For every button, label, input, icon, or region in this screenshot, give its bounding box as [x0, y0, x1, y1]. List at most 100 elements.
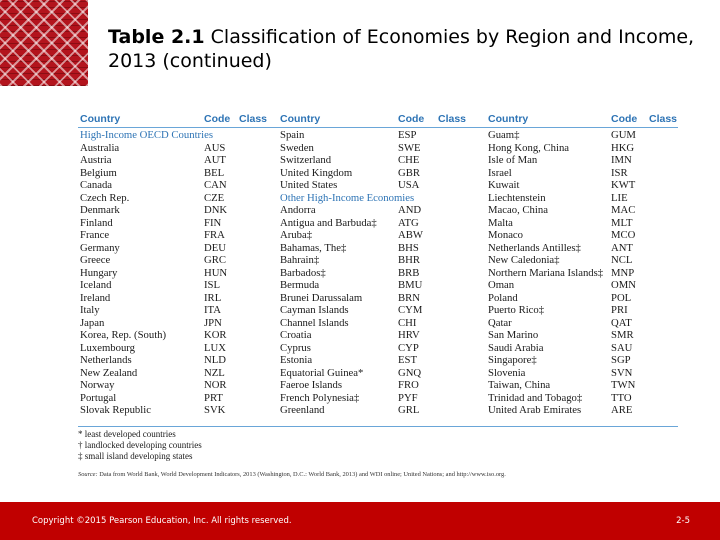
group-heading-label: High-Income OECD Countries [80, 129, 213, 141]
table-row: Finland FIN [78, 217, 278, 230]
table-number: Table 2.1 [108, 26, 205, 48]
country-code: ISL [204, 279, 221, 291]
country-name: Channel Islands [280, 316, 349, 329]
country-name: United Kingdom [280, 166, 353, 179]
source-note: Source: Data from World Bank, World Deve… [78, 470, 678, 479]
country-code: CZE [204, 191, 225, 204]
country-name: Germany [80, 241, 120, 254]
group-heading: Other High-Income Economies [78, 192, 486, 205]
table-row: Guam‡ GUM [78, 129, 678, 142]
country-name: Estonia [280, 354, 313, 366]
country-code: BHR [398, 254, 420, 266]
country-code: CYP [398, 341, 419, 354]
country-name: Canada [80, 179, 113, 191]
table-row: Cayman Islands CYM [78, 304, 486, 317]
country-name: Taiwan, China [488, 379, 551, 391]
country-name: Australia [80, 141, 120, 154]
table-row: United Arab Emirates ARE [78, 404, 678, 417]
table-row: Australia AUS [78, 142, 278, 155]
table-row: Liechtenstein LIE [78, 192, 678, 205]
table-row: Bahamas, The‡ BHS [78, 242, 486, 255]
country-name: Bahamas, The‡ [280, 241, 347, 254]
table-row: Luxembourg LUX [78, 342, 278, 355]
country-code: GUM [611, 129, 636, 141]
country-code: CHI [398, 316, 417, 329]
country-code: GBR [398, 166, 420, 179]
table-row: Taiwan, China TWN [78, 379, 678, 392]
table-body: High-Income OECD Countries Australia AUS Au… [78, 129, 678, 423]
country-code: CYM [398, 304, 423, 316]
table-row: Bahrain‡ BHR [78, 254, 486, 267]
table-row: Netherlands NLD [78, 354, 278, 367]
table-row: Iceland ISL [78, 279, 278, 292]
header-code-1: Code [204, 113, 231, 125]
bottom-rule [78, 426, 678, 427]
country-code: SGP [611, 354, 631, 366]
country-code: NCL [611, 254, 633, 266]
country-code: KOR [204, 329, 227, 341]
table-row: Croatia HRV [78, 329, 486, 342]
country-name: Netherlands [80, 354, 132, 366]
country-name: Faeroe Islands [280, 379, 343, 391]
country-name: Cyprus [280, 341, 311, 354]
country-code: LIE [611, 191, 628, 204]
table-row: Austria AUT [78, 154, 278, 167]
country-code: BEL [204, 166, 225, 179]
country-name: Guam‡ [488, 129, 520, 141]
country-code: OMN [611, 279, 636, 291]
country-name: New Zealand [80, 366, 138, 379]
country-name: Iceland [80, 279, 112, 291]
country-name: Israel [488, 166, 512, 179]
header-country-1: Country [80, 113, 121, 125]
table-row: Singapore‡ SGP [78, 354, 678, 367]
country-code: ABW [398, 229, 423, 241]
country-code: MLT [611, 216, 633, 229]
header-country-3: Country [488, 113, 529, 125]
table-header: Country Code Class Country Code Class Co… [78, 112, 678, 125]
country-code: DEU [204, 241, 226, 254]
country-code: FRO [398, 379, 419, 391]
table-row: Puerto Rico‡ PRI [78, 304, 678, 317]
table-row: Sweden SWE [78, 142, 486, 155]
country-code: MCO [611, 229, 636, 241]
country-name: Malta [488, 216, 513, 229]
footer-bar: Copyright ©2015 Pearson Education, Inc. … [0, 502, 720, 540]
country-code: GRL [398, 404, 420, 416]
country-name: France [80, 229, 110, 241]
table-row: Greenland GRL [78, 404, 486, 417]
country-name: United States [280, 179, 338, 191]
table-row: Greece GRC [78, 254, 278, 267]
table-row: Italy ITA [78, 304, 278, 317]
country-name: French Polynesia‡ [280, 391, 360, 404]
country-name: Singapore‡ [488, 354, 537, 366]
country-name: Italy [80, 304, 100, 316]
country-code: GNQ [398, 366, 422, 379]
country-code: ESP [398, 129, 417, 141]
country-name: Saudi Arabia [488, 341, 544, 354]
table-row: Cyprus CYP [78, 342, 486, 355]
country-code: LUX [204, 341, 226, 354]
country-name: Norway [80, 379, 115, 391]
country-name: Portugal [80, 391, 117, 404]
country-code: CAN [204, 179, 227, 191]
country-code: SMR [611, 329, 634, 341]
country-code: ANT [611, 241, 633, 254]
country-name: Czech Rep. [80, 191, 130, 204]
country-name: Northern Mariana Islands‡ [488, 266, 604, 279]
table-row: Belgium BEL [78, 167, 278, 180]
country-code: NOR [204, 379, 227, 391]
country-code: SVN [611, 366, 633, 379]
header-rule [78, 127, 678, 128]
table-row: Aruba‡ ABW [78, 229, 486, 242]
table-row: Brunei Darussalam BRN [78, 292, 486, 305]
source-label: Source: [78, 471, 98, 478]
table-row: Monaco MCO [78, 229, 678, 242]
country-code: EST [398, 354, 418, 366]
country-name: Slovenia [488, 366, 526, 379]
country-code: AUS [204, 141, 226, 154]
table-row: Faeroe Islands FRO [78, 379, 486, 392]
table-legend: * least developed countries † landlocked… [78, 429, 678, 462]
table-row: Kuwait KWT [78, 179, 678, 192]
legend-landlocked: † landlocked developing countries [78, 440, 202, 450]
country-name: Macao, China [488, 204, 548, 216]
